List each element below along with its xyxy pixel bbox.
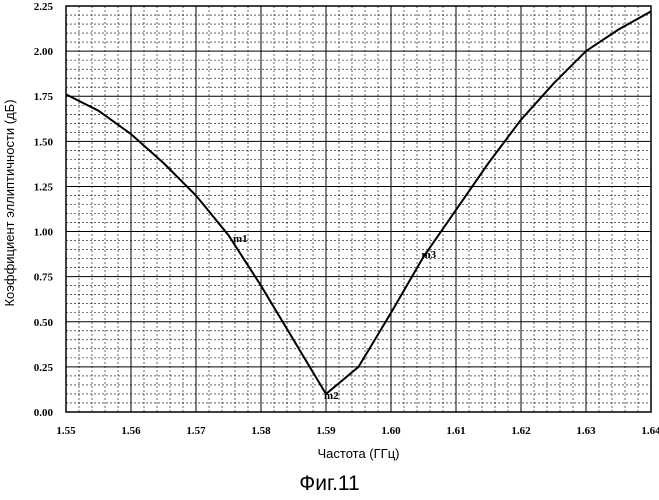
chart: 1.55 1.56 1.57 1.58 1.59 1.60 1.61 1.62 1.63 1.64… [0,0,659,470]
x-tick-label: 1.62 [511,425,531,437]
data-line [66,11,651,394]
x-tick-label: 1.61 [446,425,465,437]
x-tick-label: 1.58 [251,425,271,437]
y-tick-label: 2.00 [34,46,54,58]
figure-caption: Фиг.11 [0,472,659,496]
marker-m3: m3 [422,249,437,261]
y-tick-label: 2.25 [34,1,54,13]
x-tick-label: 1.63 [576,425,596,437]
x-tick-label: 1.59 [316,425,336,437]
y-tick-label: 0.50 [34,317,54,329]
x-tick-label: 1.60 [381,425,401,437]
x-tick-label: 1.57 [186,425,206,437]
x-tick-label: 1.56 [121,425,141,437]
y-tick-label: 1.25 [34,181,54,193]
y-axis-label: Коэффициент эллиптичности (дБ) [2,99,17,306]
y-tick-label: 1.75 [34,91,54,103]
x-tick-label: 1.55 [56,425,76,437]
y-tick-label: 0.25 [34,362,54,374]
plot-frame [66,6,651,412]
y-tick-label: 1.00 [34,227,54,239]
marker-m2: m2 [324,390,339,402]
y-tick-label: 0.75 [34,272,54,284]
major-grid [66,6,651,412]
markers: m1 m2 m3 [233,233,437,402]
y-tick-labels: 0.00 0.25 0.50 0.75 1.00 1.25 1.50 1.75 2.00 2.25 [34,1,54,419]
x-axis-label: Частота (ГГц) [318,446,400,461]
x-tick-label: 1.64 [641,425,659,437]
y-tick-label: 1.50 [34,136,54,148]
minor-grid [66,6,651,412]
marker-m1: m1 [233,233,248,245]
x-tick-labels: 1.55 1.56 1.57 1.58 1.59 1.60 1.61 1.62 1.63 1.64 [56,425,659,437]
y-tick-label: 0.00 [34,407,54,419]
